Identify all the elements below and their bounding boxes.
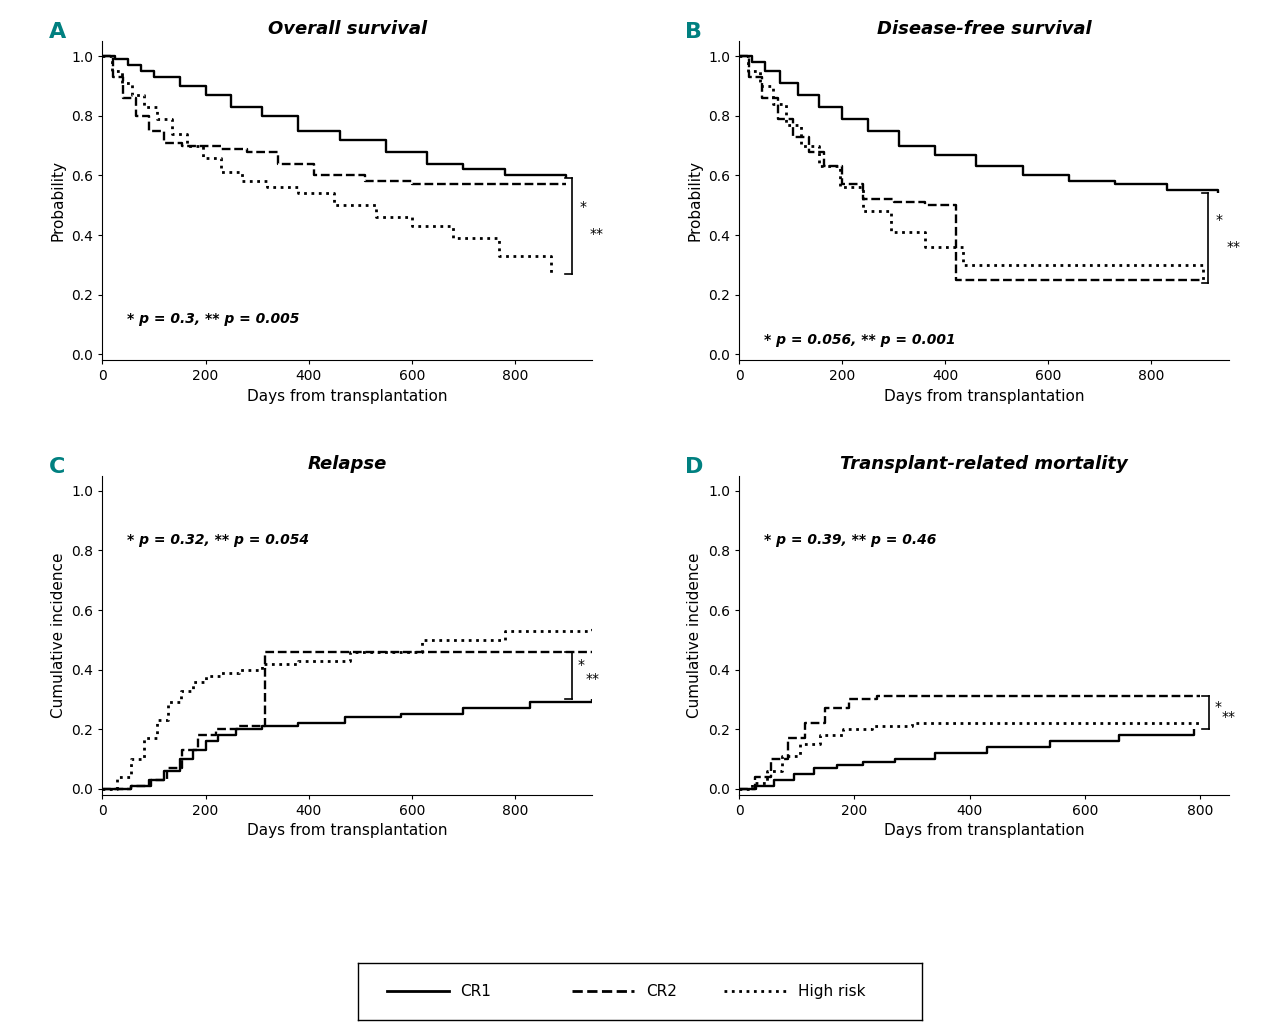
Y-axis label: Cumulative incidence: Cumulative incidence	[687, 552, 703, 718]
Text: *: *	[577, 658, 585, 672]
Y-axis label: Cumulative incidence: Cumulative incidence	[51, 552, 65, 718]
Text: *: *	[1216, 214, 1222, 227]
Text: B: B	[685, 22, 703, 42]
Text: *: *	[580, 200, 586, 214]
Text: * p = 0.056, ** p = 0.001: * p = 0.056, ** p = 0.001	[764, 332, 955, 347]
Text: CR2: CR2	[645, 983, 677, 999]
X-axis label: Days from transplantation: Days from transplantation	[247, 824, 448, 838]
Text: C: C	[49, 457, 65, 477]
Title: Relapse: Relapse	[307, 455, 387, 473]
Text: **: **	[1221, 710, 1235, 723]
Text: A: A	[49, 22, 65, 42]
Title: Overall survival: Overall survival	[268, 21, 426, 38]
Text: **: **	[590, 227, 604, 240]
Y-axis label: Probability: Probability	[51, 160, 65, 241]
Title: Transplant-related mortality: Transplant-related mortality	[840, 455, 1128, 473]
Text: * p = 0.39, ** p = 0.46: * p = 0.39, ** p = 0.46	[764, 533, 936, 547]
X-axis label: Days from transplantation: Days from transplantation	[883, 389, 1084, 404]
Text: High risk: High risk	[797, 983, 865, 999]
Y-axis label: Probability: Probability	[687, 160, 703, 241]
Text: **: **	[586, 673, 600, 686]
Text: D: D	[685, 457, 704, 477]
Text: * p = 0.32, ** p = 0.054: * p = 0.32, ** p = 0.054	[127, 533, 308, 547]
Text: CR1: CR1	[460, 983, 490, 999]
Text: * p = 0.3, ** p = 0.005: * p = 0.3, ** p = 0.005	[127, 312, 300, 326]
Text: *: *	[1215, 700, 1221, 714]
X-axis label: Days from transplantation: Days from transplantation	[247, 389, 448, 404]
Title: Disease-free survival: Disease-free survival	[877, 21, 1092, 38]
X-axis label: Days from transplantation: Days from transplantation	[883, 824, 1084, 838]
Text: **: **	[1226, 240, 1240, 254]
